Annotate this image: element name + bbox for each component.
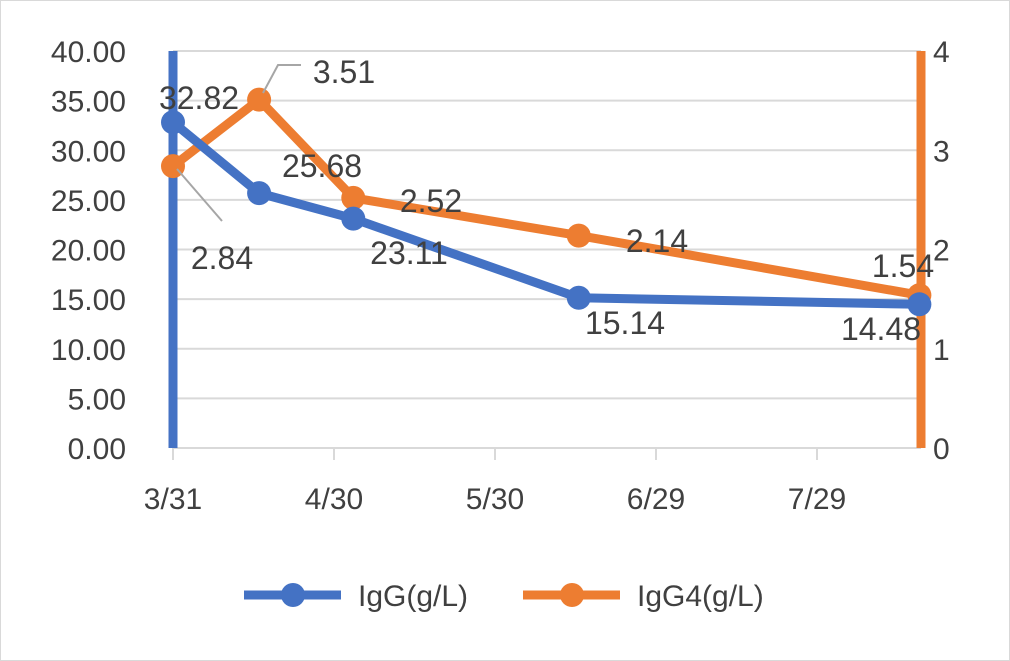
y-left-tick-label: 0.00 — [68, 433, 126, 466]
data-label: 2.14 — [626, 223, 688, 259]
data-point — [341, 206, 366, 231]
data-label: 32.82 — [159, 80, 239, 116]
data-label: 2.52 — [400, 183, 462, 219]
data-label: 3.51 — [313, 54, 375, 90]
data-point — [247, 87, 272, 112]
y-right-tick-label: 4 — [933, 36, 950, 69]
legend-label: IgG(g/L) — [358, 580, 468, 613]
y-left-tick-label: 25.00 — [51, 185, 126, 218]
x-tick-label: 7/29 — [788, 483, 846, 516]
data-point — [566, 223, 591, 248]
y-right-tick-label: 3 — [933, 135, 950, 168]
y-right-tick-label: 0 — [933, 433, 950, 466]
data-point — [161, 110, 185, 135]
y-left-tick-label: 15.00 — [51, 284, 126, 317]
y-right-tick-label: 1 — [933, 334, 950, 367]
y-right-tick-label: 2 — [933, 235, 950, 268]
leader-line — [176, 168, 223, 222]
legend-label: IgG4(g/L) — [637, 580, 764, 613]
data-label: 23.11 — [370, 235, 448, 271]
data-label: 1.54 — [872, 248, 934, 284]
legend-marker — [281, 583, 305, 607]
data-label: 2.84 — [191, 240, 253, 276]
y-left-tick-label: 40.00 — [51, 36, 126, 69]
leader-line — [262, 64, 301, 94]
y-left-tick-label: 5.00 — [68, 383, 126, 416]
x-tick-label: 6/29 — [627, 483, 685, 516]
data-label: 25.68 — [282, 148, 362, 184]
x-tick-label: 3/31 — [144, 483, 202, 516]
data-point — [907, 292, 932, 317]
data-label: 15.14 — [585, 305, 665, 341]
y-left-tick-label: 20.00 — [51, 235, 126, 268]
legend-marker — [560, 583, 584, 607]
x-tick-label: 4/30 — [305, 483, 363, 516]
data-point — [247, 181, 272, 206]
data-point — [566, 285, 591, 310]
y-left-tick-label: 35.00 — [51, 86, 126, 119]
y-left-tick-label: 10.00 — [51, 334, 126, 367]
y-left-tick-label: 30.00 — [51, 135, 126, 168]
data-point — [341, 185, 366, 210]
legend: IgG(g/L) IgG4(g/L) — [244, 580, 764, 613]
x-tick-label: 5/30 — [466, 483, 524, 516]
data-label: 14.48 — [841, 311, 921, 347]
